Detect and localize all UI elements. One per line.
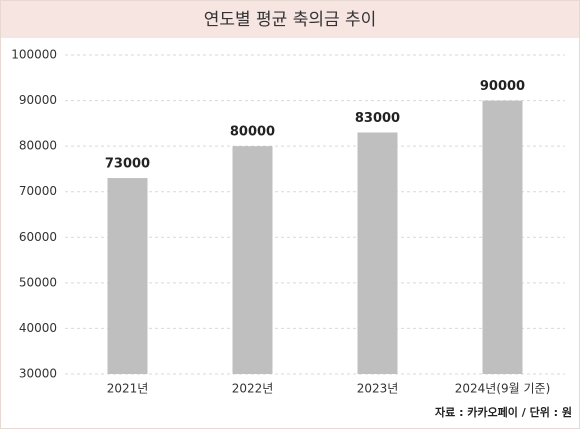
value-label: 73000: [105, 157, 150, 172]
bar: [107, 178, 148, 374]
value-label: 80000: [230, 125, 275, 140]
value-label: 90000: [480, 79, 525, 94]
y-tick-label: 100000: [11, 48, 57, 62]
bar: [482, 100, 523, 375]
y-tick-label: 30000: [19, 367, 57, 381]
bar: [357, 132, 398, 374]
x-tick-label: 2021년: [107, 382, 149, 396]
y-tick-label: 60000: [19, 230, 57, 244]
chart-title: 연도별 평균 축의금 추이: [204, 10, 377, 30]
y-tick-label: 90000: [19, 93, 57, 107]
y-tick-label: 80000: [19, 139, 57, 153]
value-label: 83000: [355, 111, 400, 126]
x-tick-label: 2023년: [357, 382, 399, 396]
bar: [232, 146, 273, 374]
x-tick-label: 2024년(9월 기준): [455, 382, 551, 396]
y-tick-label: 70000: [19, 184, 57, 198]
y-tick-label: 50000: [19, 275, 57, 289]
title-band: [0, 0, 580, 38]
y-tick-label: 40000: [19, 321, 57, 335]
source-note: 자료 : 카카오페이 / 단위 : 원: [435, 405, 572, 419]
x-tick-label: 2022년: [232, 382, 274, 396]
